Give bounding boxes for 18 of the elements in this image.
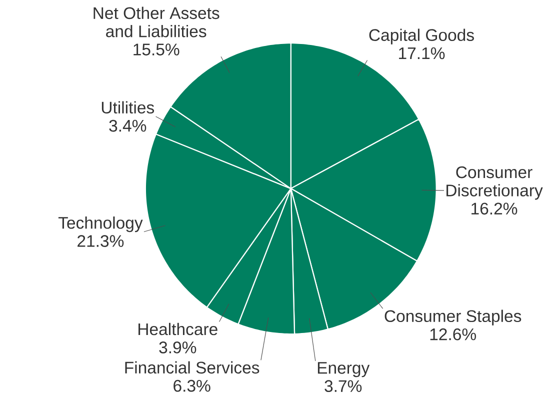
data-label: 3.7%	[324, 380, 362, 392]
data-label: 3.4%	[109, 120, 146, 132]
slice-label: Technology	[58, 216, 143, 232]
data-label: 16.2%	[472, 202, 518, 215]
data-label: 3.9%	[159, 341, 196, 354]
slice-label: Net Other Assets and Liabilities	[94, 6, 220, 38]
data-label: 17.1%	[399, 47, 445, 60]
slice-label: Energy	[318, 362, 370, 378]
data-label: 15.5%	[134, 44, 180, 56]
data-label: 6.3%	[174, 380, 210, 392]
slice-label: Healthcare	[138, 322, 218, 336]
slice-label: Financial Services	[125, 361, 260, 374]
slice-label: Consumer Staples	[384, 310, 522, 326]
slice-label: Consumer Discretionary	[446, 166, 543, 200]
slice-label: Capital Goods	[369, 28, 474, 44]
data-label: 12.6%	[430, 328, 476, 340]
data-label: 21.3%	[78, 235, 124, 247]
slice-label: Utilities	[102, 101, 154, 114]
